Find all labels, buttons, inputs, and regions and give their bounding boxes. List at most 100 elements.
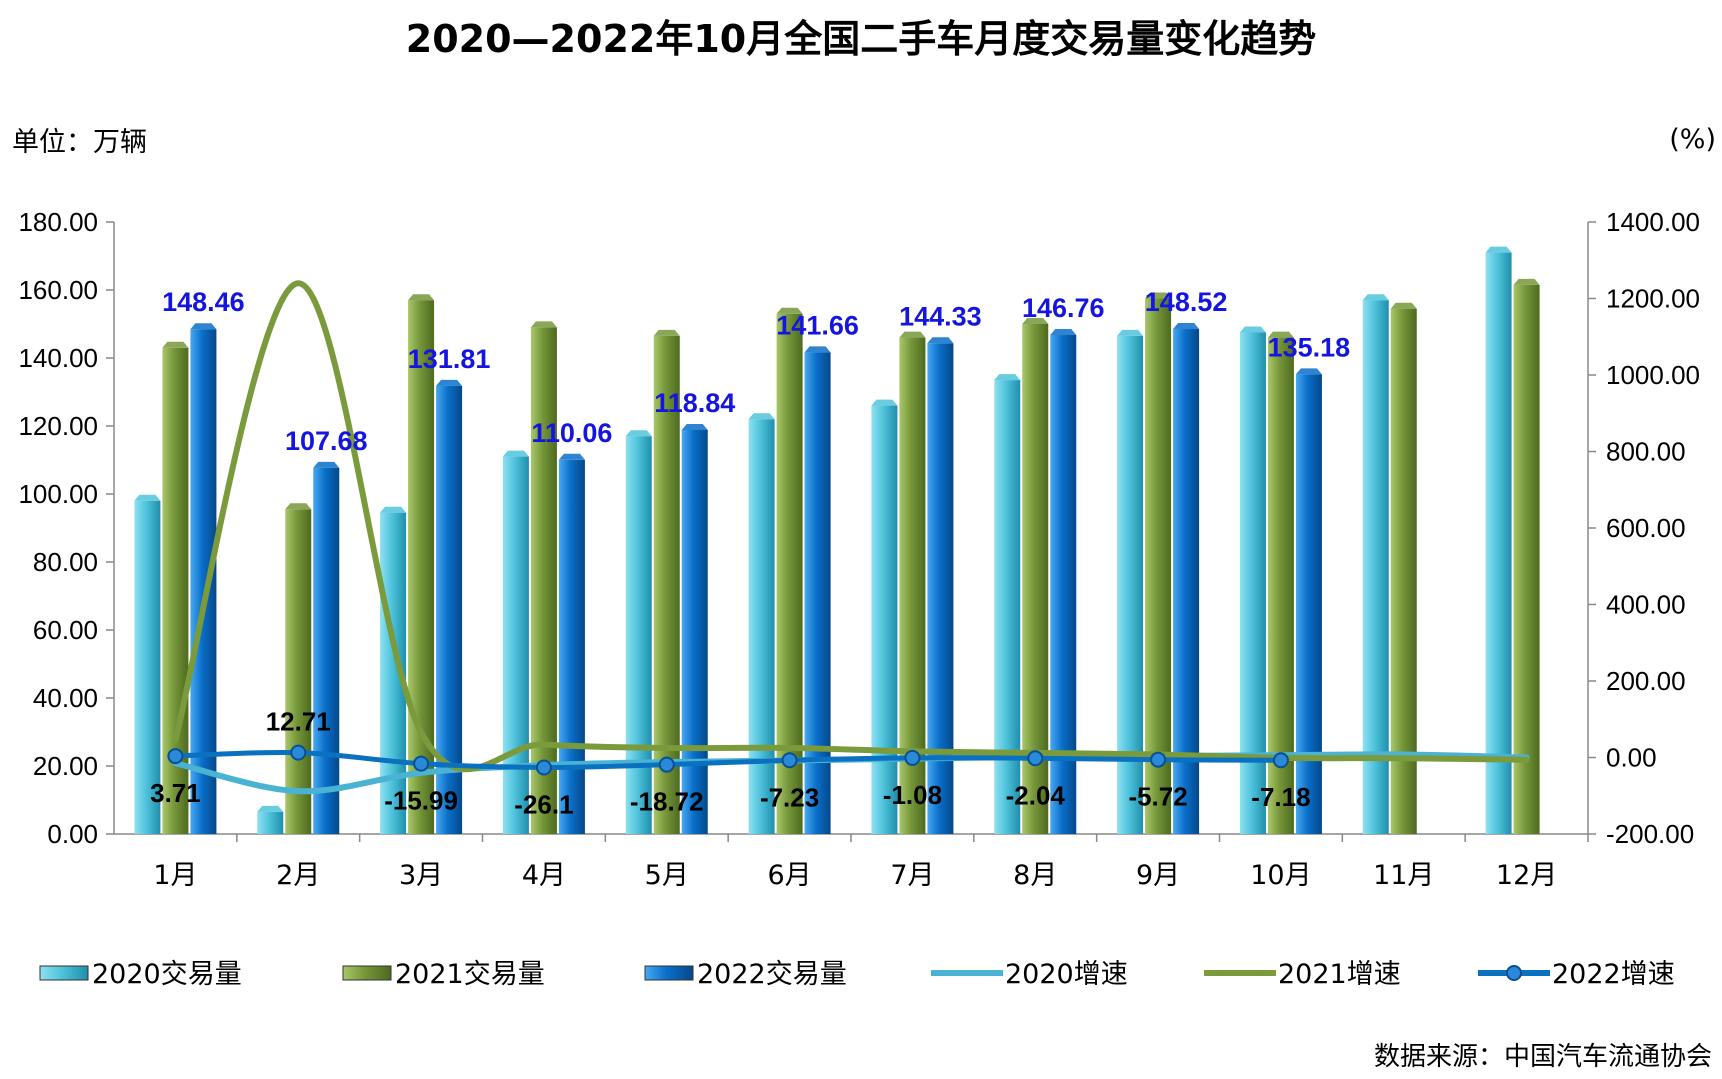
bar-cap <box>625 430 652 437</box>
right-tick-label: 1200.00 <box>1606 284 1700 314</box>
legend-swatch-bar <box>39 965 89 981</box>
bar-2022 <box>190 329 217 834</box>
bar-cap <box>1267 331 1294 338</box>
bar-2020 <box>502 456 529 834</box>
right-tick-label: 400.00 <box>1606 590 1686 620</box>
bar-2022 <box>804 352 831 834</box>
bar-2022 <box>558 459 585 834</box>
bar-cap <box>257 805 284 812</box>
bar-cap <box>1117 329 1144 336</box>
line-2022-marker <box>781 752 798 769</box>
x-tick-label: 4月 <box>522 860 566 891</box>
legend-label: 2020交易量 <box>92 959 242 990</box>
bar-2021 <box>1390 308 1417 834</box>
line-2022-marker <box>535 759 552 776</box>
bar-cap <box>162 341 189 348</box>
line-2022-marker <box>904 749 921 766</box>
bar-cap <box>1390 302 1417 309</box>
bar-2022-value-label: 141.66 <box>776 310 859 340</box>
bar-cap <box>653 329 680 336</box>
bar-2020 <box>625 436 652 834</box>
left-tick-label: 180.00 <box>18 207 98 237</box>
x-tick-label: 11月 <box>1373 860 1434 891</box>
line-2022-growth <box>172 749 1284 770</box>
bar-cap <box>190 323 217 330</box>
legend-swatch-marker <box>1506 965 1522 981</box>
bar-2021 <box>1022 324 1049 834</box>
bar-cap <box>748 413 775 420</box>
bar-cap <box>285 503 312 510</box>
left-tick-label: 20.00 <box>33 751 98 781</box>
bar-cap <box>436 379 463 386</box>
bar-cap <box>776 307 803 314</box>
bar-cap <box>530 321 557 328</box>
bar-2022-value-label: 107.68 <box>285 426 368 456</box>
bar-cap <box>681 423 708 430</box>
legend-label: 2022交易量 <box>697 959 847 990</box>
bar-cap <box>1513 278 1540 285</box>
line-2022-value-label: -7.18 <box>1251 782 1310 812</box>
x-tick-label: 2月 <box>276 860 320 891</box>
chart-title: 2020—2022年10月全国二手车月度交易量变化趋势 <box>405 17 1317 61</box>
left-tick-label: 40.00 <box>33 683 98 713</box>
bar-cap <box>927 337 954 344</box>
bar-cap <box>899 331 926 338</box>
bar-2022-value-label: 148.46 <box>162 287 245 317</box>
bar-2022-value-label: 110.06 <box>531 418 612 448</box>
line-2022-value-label: -5.72 <box>1128 782 1187 812</box>
line-2022-value-label: -1.08 <box>883 780 942 810</box>
bar-cap <box>1295 368 1322 375</box>
bar-2020 <box>748 419 775 834</box>
x-tick-label: 12月 <box>1496 860 1557 891</box>
axes: 0.00 20.00 40.00 60.00 80.00 100.00 120.00 140.… <box>18 207 1700 891</box>
data-labels: 148.46 107.68 131.81 110.06 118.84 141.66 144.… <box>150 287 1350 819</box>
bar-cap <box>871 399 898 406</box>
x-tick-label: 9月 <box>1136 860 1180 891</box>
left-tick-label: 140.00 <box>18 343 98 373</box>
bar-2021 <box>1145 298 1172 834</box>
bar-2020 <box>1362 300 1389 834</box>
line-2022-value-label: 12.71 <box>266 707 331 737</box>
x-tick-label: 7月 <box>890 860 934 891</box>
left-tick-label: 120.00 <box>18 411 98 441</box>
bar-2022-value-label: 131.81 <box>408 344 491 374</box>
data-source: 数据来源：中国汽车流通协会 <box>1373 1042 1712 1072</box>
bar-2022-value-label: 144.33 <box>899 301 982 331</box>
bar-cap <box>1239 326 1266 333</box>
left-axis-unit: 单位：万辆 <box>12 127 147 158</box>
legend-label: 2021交易量 <box>395 959 545 990</box>
bar-2022 <box>1173 329 1200 834</box>
legend-swatch-bar <box>644 965 694 981</box>
right-tick-label: 200.00 <box>1606 666 1686 696</box>
right-axis-unit: (%) <box>1669 124 1716 155</box>
bar-2020 <box>1485 252 1512 835</box>
bar-2020 <box>1239 332 1266 834</box>
line-2022-marker <box>1272 752 1289 769</box>
bar-2020 <box>994 380 1021 834</box>
x-tick-label: 5月 <box>645 860 689 891</box>
bar-cap <box>380 506 407 513</box>
left-tick-label: 100.00 <box>18 479 98 509</box>
legend-swatch-bar <box>342 965 392 981</box>
left-tick-label: 160.00 <box>18 275 98 305</box>
right-tick-label: -200.00 <box>1606 819 1694 849</box>
bar-cap <box>502 450 529 457</box>
bar-cap <box>1145 292 1172 299</box>
legend: 2020交易量 2021交易量 2022交易量 2020增速 2021增速 2022增速 <box>39 959 1675 990</box>
right-tick-label: 0.00 <box>1606 743 1657 773</box>
bar-cap <box>558 453 585 460</box>
bar-2021 <box>1267 337 1294 834</box>
left-tick-label: 0.00 <box>47 819 98 849</box>
right-tick-label: 600.00 <box>1606 513 1686 543</box>
right-tick-label: 800.00 <box>1606 437 1686 467</box>
line-2022-marker <box>1027 750 1044 767</box>
line-2022-marker <box>1150 751 1167 768</box>
bar-2022-value-label: 146.76 <box>1022 293 1105 323</box>
bar-2021 <box>408 300 435 834</box>
line-2022-marker <box>413 755 430 772</box>
legend-label: 2020增速 <box>1005 959 1128 990</box>
bar-2020 <box>257 811 284 834</box>
line-2022-marker <box>167 748 184 765</box>
line-2022-value-label: -26.1 <box>514 789 573 819</box>
